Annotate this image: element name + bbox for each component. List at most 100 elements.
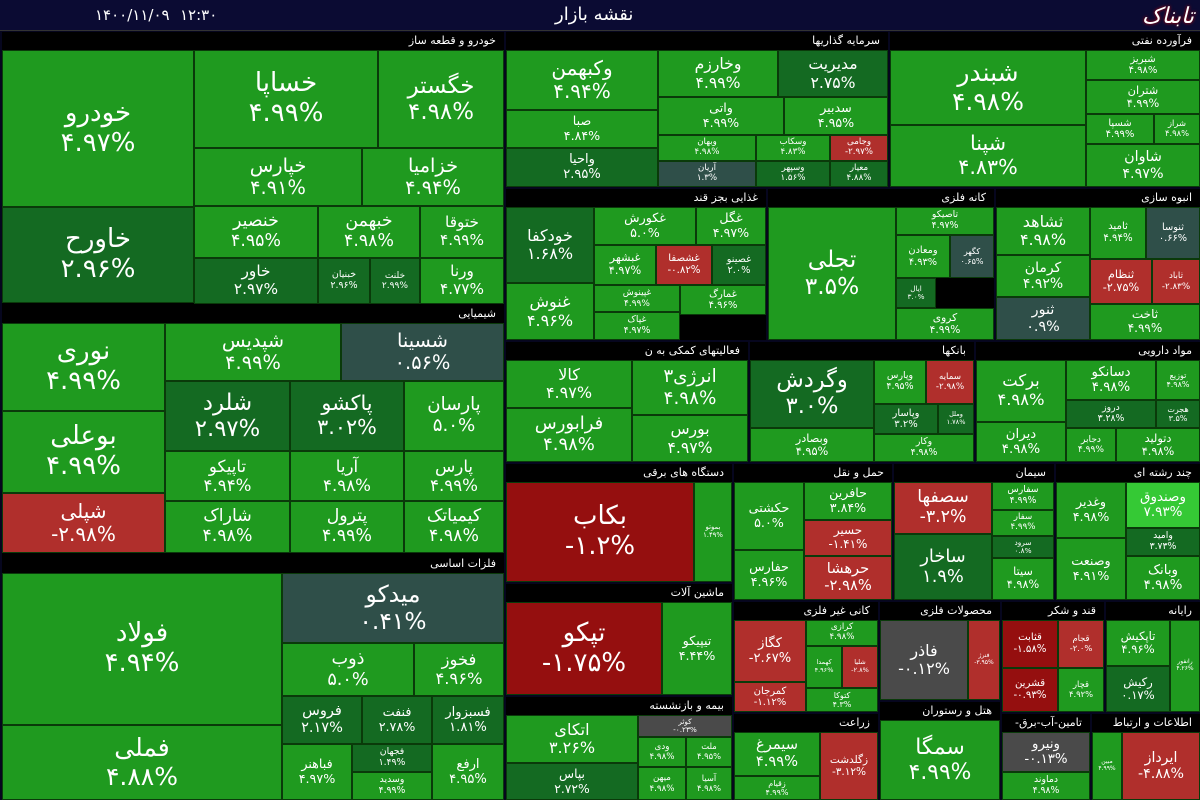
sector-name: فعالیتهای کمکی به ن bbox=[644, 344, 740, 357]
symbol: خبهمن bbox=[345, 211, 393, 232]
symbol: سیمرغ bbox=[755, 736, 798, 754]
symbol: کتوکا bbox=[833, 690, 851, 700]
change: ۴.۹۷% bbox=[1122, 165, 1164, 182]
change: ۴.۹۸% bbox=[694, 147, 720, 157]
symbol: حرهشا bbox=[826, 560, 870, 578]
change: ۴.۹۹% bbox=[440, 231, 484, 249]
stock-tile: غشصفا -۰.۸۲% bbox=[656, 245, 712, 285]
change: ۱.۴۹% bbox=[703, 531, 723, 539]
change: ۴.۹۵% bbox=[886, 381, 914, 392]
stock-tile: نوری ۴.۹۹% bbox=[2, 323, 165, 411]
symbol: سدبیر bbox=[820, 100, 852, 116]
change: ۴.۹۷% bbox=[298, 771, 336, 786]
symbol: تجلی bbox=[807, 245, 857, 273]
symbol: حکشتی bbox=[748, 500, 790, 516]
change: ۴.۸۴% bbox=[563, 128, 601, 143]
change: ۴.۹۱% bbox=[250, 176, 306, 199]
stock-tile: فاذر -۰.۱۲% bbox=[880, 620, 968, 700]
symbol: دماوند bbox=[1034, 774, 1058, 786]
change: ۴.۹۸% bbox=[910, 447, 938, 458]
stock-tile: شلرد ۲.۹۷% bbox=[165, 381, 290, 451]
change: ۴.۹۸% bbox=[1164, 128, 1190, 138]
symbol: خلنت bbox=[384, 270, 406, 281]
stock-tile: کیمیاتک ۴.۹۸% bbox=[404, 501, 504, 553]
stock-tile: شبریز ۴.۹۸% bbox=[1086, 50, 1200, 80]
stock-tile: معیار ۴.۸۸% bbox=[830, 161, 888, 187]
symbol: ختوقا bbox=[445, 213, 479, 232]
stock-tile: پارسان ۵.۰% bbox=[404, 381, 504, 451]
change: ۳.۵% bbox=[804, 272, 860, 300]
change: ۴.۸۳% bbox=[958, 155, 1018, 179]
stock-tile: دیران ۴.۹۸% bbox=[976, 422, 1066, 462]
change: -۰.۸۲% bbox=[667, 265, 701, 276]
symbol: وسپهر bbox=[781, 163, 805, 174]
change: ۴.۹۸% bbox=[202, 526, 253, 546]
stock-tile: سرود ۰.۸% bbox=[992, 536, 1054, 558]
stock-tile: حرهشا -۲.۹۸% bbox=[804, 556, 892, 600]
symbol: شلرد bbox=[202, 389, 253, 416]
stock-tile: کگهر ۰.۶۵% bbox=[950, 235, 994, 278]
symbol: ثامید bbox=[1108, 221, 1128, 233]
stock-tile: آسیا ۴.۹۸% bbox=[686, 767, 732, 800]
stock-tile: ثاباد -۲.۸۳% bbox=[1152, 259, 1200, 304]
change: ۴.۹۷% bbox=[712, 225, 750, 240]
change: ۳.۲۶% bbox=[548, 738, 596, 757]
change: ۴.۹۴% bbox=[104, 648, 180, 678]
change: ۲.۱۷% bbox=[301, 720, 343, 736]
symbol: غشصفا bbox=[668, 253, 700, 265]
change: ۴.۹۷% bbox=[931, 220, 959, 231]
stock-tile: سفارس ۴.۹۹% bbox=[992, 482, 1054, 510]
change: ۴.۸۸% bbox=[846, 173, 872, 183]
stock-tile: رکیش ۰.۱۷% bbox=[1106, 666, 1170, 712]
stock-tile: شپدیس ۴.۹۹% bbox=[165, 323, 341, 381]
change: ۴.۹۶% bbox=[1121, 642, 1155, 656]
symbol: خبنیان bbox=[331, 269, 357, 281]
change: ۴.۹۸% bbox=[1143, 578, 1183, 593]
stock-tile: تاپیکو ۴.۹۴% bbox=[165, 451, 290, 501]
symbol: زگلدشت bbox=[829, 753, 869, 766]
stock-tile: کرمان ۴.۹۲% bbox=[996, 255, 1090, 297]
stock-tile: ونیرو -۰.۱۳% bbox=[1002, 732, 1090, 772]
stock-tile: خبهمن ۴.۹۸% bbox=[318, 206, 420, 258]
change: ۴.۹۸% bbox=[1006, 578, 1040, 591]
change: -۲.۹۷% bbox=[844, 147, 874, 157]
stock-tile: غصینو ۲.۰% bbox=[712, 245, 766, 285]
stock-tile: واحیا ۲.۹۵% bbox=[506, 148, 658, 187]
symbol: دروز bbox=[1102, 402, 1120, 414]
sector-name: تامین-آب-برق-گاز bbox=[1015, 716, 1082, 747]
change: -۳.۹۵% bbox=[974, 659, 994, 666]
symbol: آریا bbox=[335, 456, 359, 476]
change: ۴.۹۹% bbox=[1126, 96, 1160, 110]
symbol: ورنا bbox=[450, 262, 474, 281]
change: ۴.۹۸% bbox=[1072, 509, 1110, 524]
change: ۳.۲% bbox=[894, 419, 918, 430]
sector-name: فلزات اساسی bbox=[430, 557, 496, 570]
stock-tile: آریا ۴.۹۸% bbox=[290, 451, 404, 501]
stock-tile: برکت ۴.۹۸% bbox=[976, 360, 1066, 422]
symbol: ارفع bbox=[456, 756, 480, 772]
symbol: فرابورس bbox=[534, 413, 604, 435]
symbol: خنصیر bbox=[233, 211, 279, 232]
symbol: پارسان bbox=[427, 394, 481, 416]
symbol: شراز bbox=[1168, 118, 1186, 129]
change: ۴.۹۶% bbox=[750, 574, 788, 589]
sector-name: سیمان bbox=[1015, 466, 1046, 479]
stock-tile: وکبهمن ۴.۹۴% bbox=[506, 50, 658, 110]
stock-tile: فباهنر ۴.۹۷% bbox=[282, 744, 352, 800]
stock-tile: قجام -۲.۰% bbox=[1058, 620, 1104, 668]
change: ۲.۷۲% bbox=[554, 781, 590, 796]
symbol: فولاد bbox=[115, 618, 169, 649]
stock-tile: دسانکو ۴.۹۸% bbox=[1066, 360, 1156, 400]
stock-tile: خساپا ۴.۹۹% bbox=[194, 50, 378, 148]
sector-name: کانی غیر فلزی bbox=[803, 604, 870, 617]
symbol: خپارس bbox=[249, 153, 307, 177]
change: ۰.۶۶% bbox=[1158, 233, 1188, 244]
symbol: غبشهر bbox=[609, 251, 641, 265]
change: ۴.۹۳% bbox=[908, 256, 938, 268]
stock-tile: بموتو ۱.۴۹% bbox=[694, 482, 732, 582]
symbol: دتولید bbox=[1144, 430, 1172, 445]
symbol: وبهان bbox=[697, 137, 717, 148]
symbol: ثنوسا bbox=[1162, 221, 1184, 233]
symbol: وخارزم bbox=[694, 54, 742, 74]
symbol: زقیام bbox=[768, 778, 786, 788]
